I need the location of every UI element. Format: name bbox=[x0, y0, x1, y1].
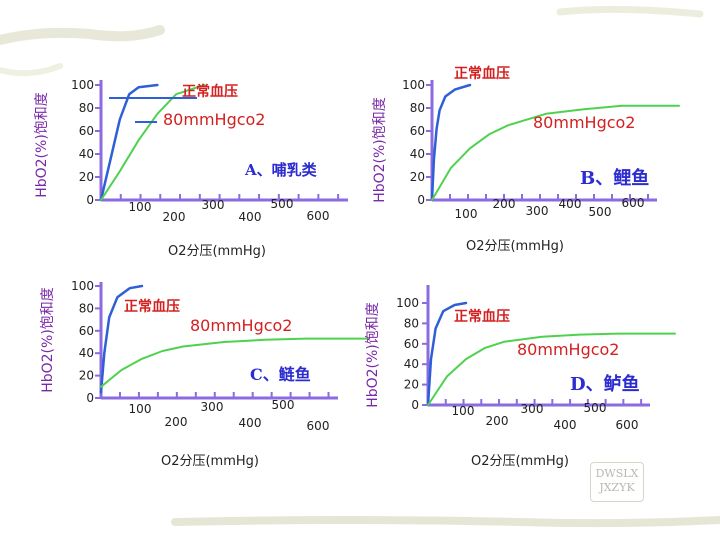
x-tick-label: 500 bbox=[271, 197, 294, 211]
y-tick-label: 100 bbox=[71, 279, 94, 293]
brush-stroke-top-left bbox=[0, 25, 165, 45]
y-tick-label: 40 bbox=[404, 357, 419, 371]
series-line-normal-pressure bbox=[426, 301, 468, 407]
x-tick-label: 100 bbox=[452, 404, 475, 418]
x-tick-label: 500 bbox=[584, 401, 607, 415]
y-tick-label: 40 bbox=[410, 147, 425, 161]
panel-label: C、鲢鱼 bbox=[250, 365, 311, 384]
panel-label: A、哺乳类 bbox=[244, 161, 318, 179]
chart-panel-3: 100806040200100200300400500600HbO2(%)饱和度… bbox=[40, 279, 369, 469]
normal-pressure-label: 正常血压 bbox=[454, 308, 510, 325]
y-axis-label: HbO2(%)饱和度 bbox=[372, 97, 388, 203]
x-tick-label: 600 bbox=[307, 419, 330, 433]
series-line-co2-80mmhg bbox=[100, 84, 206, 201]
y-axis-label: HbO2(%)饱和度 bbox=[40, 287, 56, 393]
y-axis-label: HbO2(%)饱和度 bbox=[365, 302, 381, 408]
x-tick-label: 200 bbox=[165, 415, 188, 429]
series-line-co2-80mmhg bbox=[431, 104, 680, 201]
series-line-normal-pressure bbox=[99, 83, 159, 202]
y-tick-label: 20 bbox=[79, 170, 94, 184]
y-tick-label: 100 bbox=[71, 78, 94, 92]
watermark-stamp: DWSLX JXZYK bbox=[590, 462, 644, 502]
x-axis-label: O2分压(mmHg) bbox=[161, 454, 259, 469]
x-tick-label: 100 bbox=[129, 200, 152, 214]
x-tick-label: 600 bbox=[616, 418, 639, 432]
y-tick-label: 0 bbox=[417, 193, 425, 207]
x-tick-label: 300 bbox=[521, 402, 544, 416]
normal-pressure-label: 正常血压 bbox=[124, 298, 180, 315]
x-tick-label: 600 bbox=[307, 209, 330, 223]
x-tick-label: 200 bbox=[486, 414, 509, 428]
x-tick-label: 400 bbox=[239, 210, 262, 224]
brush-stroke-left bbox=[0, 63, 63, 77]
x-tick-label: 300 bbox=[201, 400, 224, 414]
x-tick-label: 500 bbox=[589, 205, 612, 219]
x-tick-label: 100 bbox=[455, 207, 478, 221]
y-tick-label: 40 bbox=[79, 147, 94, 161]
x-tick-label: 300 bbox=[526, 204, 549, 218]
series-line-co2-80mmhg bbox=[427, 332, 676, 406]
decorative-background bbox=[0, 5, 720, 528]
series-line-co2-80mmhg bbox=[100, 337, 369, 388]
y-tick-label: 80 bbox=[404, 316, 419, 330]
y-tick-label: 0 bbox=[411, 398, 419, 412]
x-tick-label: 400 bbox=[239, 416, 262, 430]
co2-label: 80mmHgco2 bbox=[533, 113, 635, 132]
x-tick-label: 300 bbox=[202, 198, 225, 212]
normal-pressure-label: 正常血压 bbox=[182, 83, 238, 100]
x-tick-label: 200 bbox=[163, 210, 186, 224]
co2-label: 80mmHgco2 bbox=[163, 110, 265, 129]
y-tick-label: 20 bbox=[79, 369, 94, 383]
brush-stroke-top-right bbox=[556, 5, 704, 18]
x-tick-label: 500 bbox=[272, 398, 295, 412]
y-axis-label: HbO2(%)饱和度 bbox=[34, 92, 50, 198]
panel-label: D、鲈鱼 bbox=[570, 373, 640, 395]
x-axis-label: O2分压(mmHg) bbox=[168, 244, 266, 259]
panel-label: B、鲤鱼 bbox=[580, 167, 649, 189]
y-tick-label: 20 bbox=[410, 170, 425, 184]
x-tick-label: 200 bbox=[493, 197, 516, 211]
watermark-line-2: JXZYK bbox=[599, 481, 635, 494]
y-tick-label: 80 bbox=[410, 101, 425, 115]
co2-label: 80mmHgco2 bbox=[517, 340, 619, 359]
y-tick-label: 60 bbox=[404, 337, 419, 351]
co2-label: 80mmHgco2 bbox=[190, 316, 292, 335]
watermark-line-1: DWSLX bbox=[595, 467, 639, 480]
y-tick-label: 100 bbox=[402, 78, 425, 92]
y-tick-label: 80 bbox=[79, 101, 94, 115]
normal-pressure-label: 正常血压 bbox=[454, 65, 510, 82]
y-tick-label: 0 bbox=[86, 193, 94, 207]
y-tick-label: 60 bbox=[79, 124, 94, 138]
x-tick-label: 400 bbox=[559, 197, 582, 211]
x-tick-label: 600 bbox=[622, 196, 645, 210]
y-tick-label: 60 bbox=[410, 124, 425, 138]
y-tick-label: 0 bbox=[86, 391, 94, 405]
y-tick-label: 20 bbox=[404, 378, 419, 392]
series-line-normal-pressure bbox=[99, 284, 144, 394]
y-tick-label: 80 bbox=[79, 301, 94, 315]
x-axis-label: O2分压(mmHg) bbox=[471, 454, 569, 469]
y-tick-label: 60 bbox=[79, 324, 94, 338]
x-axis-label: O2分压(mmHg) bbox=[466, 239, 564, 254]
series-line-normal-pressure bbox=[430, 83, 472, 202]
y-tick-label: 100 bbox=[396, 296, 419, 310]
brush-stroke-bottom bbox=[171, 516, 720, 528]
x-tick-label: 100 bbox=[129, 402, 152, 416]
y-tick-label: 40 bbox=[79, 346, 94, 360]
x-tick-label: 400 bbox=[554, 418, 577, 432]
